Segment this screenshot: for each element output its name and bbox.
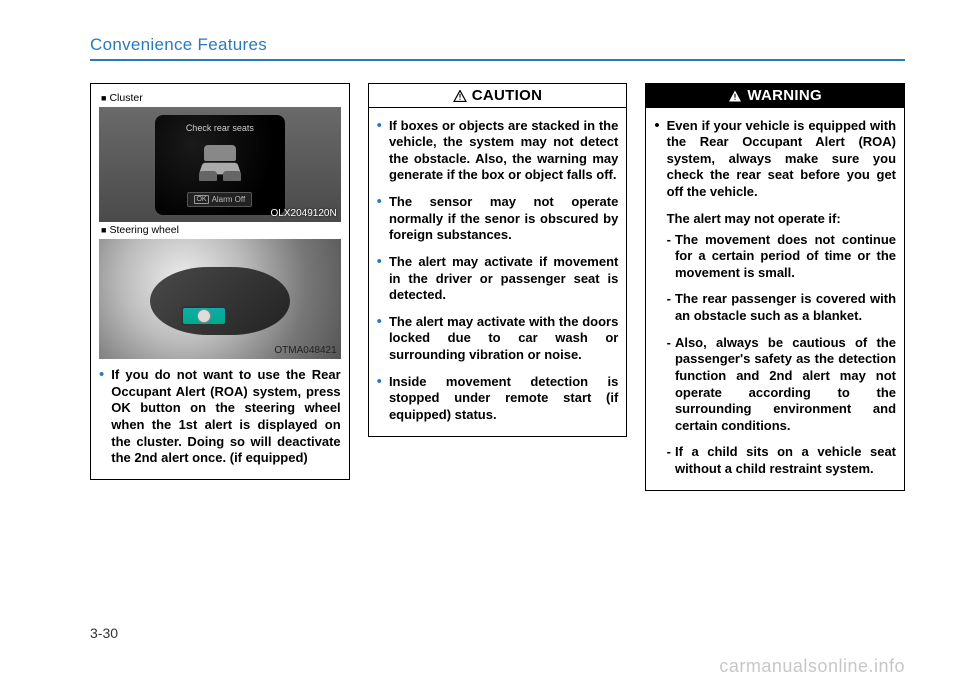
warning-sub-item: Also, always be cautious of the passenge… bbox=[675, 335, 896, 435]
info-box-images: Cluster Check rear seats OK Alarm Off OL… bbox=[90, 83, 350, 480]
info-bullet: • If you do not want to use the Rear Occ… bbox=[99, 367, 341, 467]
label-cluster: Cluster bbox=[101, 92, 341, 104]
ok-button-icon bbox=[197, 309, 211, 323]
rear-seat-icon bbox=[200, 143, 240, 181]
column-left: Cluster Check rear seats OK Alarm Off OL… bbox=[90, 83, 350, 491]
caution-item: The alert may activate with the doors lo… bbox=[389, 314, 618, 364]
warning-title: WARNING bbox=[747, 87, 822, 104]
column-right: WARNING • Even if your vehicle is equipp… bbox=[645, 83, 905, 491]
section-header: Convenience Features bbox=[90, 35, 905, 55]
caution-header-bar: CAUTION bbox=[368, 83, 628, 108]
bullet-dot-icon: • bbox=[377, 314, 382, 364]
dash-icon: - bbox=[667, 232, 671, 282]
page-number: 3-30 bbox=[90, 625, 118, 641]
dash-icon: - bbox=[667, 335, 671, 435]
warning-lead-text: Even if your vehicle is equipped with th… bbox=[667, 118, 896, 201]
header-divider bbox=[90, 59, 905, 61]
info-bullet-text: If you do not want to use the Rear Occup… bbox=[111, 367, 340, 467]
image-code-wheel: OTMA048421 bbox=[274, 345, 336, 356]
caution-item: If boxes or objects are stacked in the v… bbox=[389, 118, 618, 185]
warning-triangle-icon bbox=[728, 90, 742, 102]
column-center: CAUTION •If boxes or objects are stacked… bbox=[368, 83, 628, 491]
wheel-buttons-icon bbox=[181, 306, 227, 326]
watermark-text: carmanualsonline.info bbox=[719, 656, 905, 677]
warning-sub-item: The rear passenger is covered with an ob… bbox=[675, 291, 896, 324]
cluster-message: Check rear seats bbox=[186, 123, 254, 133]
warning-sublead: The alert may not operate if: bbox=[667, 211, 896, 228]
dash-icon: - bbox=[667, 291, 671, 324]
caution-triangle-icon bbox=[453, 90, 467, 102]
bullet-dot-icon: • bbox=[377, 254, 382, 304]
caution-box: •If boxes or objects are stacked in the … bbox=[368, 107, 628, 437]
warning-list: • Even if your vehicle is equipped with … bbox=[654, 118, 896, 478]
manual-page: Convenience Features Cluster Check rear … bbox=[0, 0, 960, 689]
warning-header-bar: WARNING bbox=[645, 83, 905, 108]
alarm-off-label: Alarm Off bbox=[212, 195, 246, 204]
bullet-dot-icon: • bbox=[377, 118, 382, 185]
ok-badge-icon: OK bbox=[194, 195, 208, 204]
warning-box: • Even if your vehicle is equipped with … bbox=[645, 107, 905, 491]
cluster-screen: Check rear seats OK Alarm Off bbox=[155, 115, 285, 215]
caution-item: The sensor may not operate normally if t… bbox=[389, 194, 618, 244]
caution-list: •If boxes or objects are stacked in the … bbox=[377, 118, 619, 424]
image-code-cluster: OLX2049120N bbox=[271, 208, 337, 219]
bullet-dot-icon: • bbox=[377, 194, 382, 244]
bullet-dot-icon: • bbox=[99, 367, 104, 467]
cluster-display-image: Check rear seats OK Alarm Off OLX2049120… bbox=[99, 107, 341, 222]
bullet-dot-icon: • bbox=[377, 374, 382, 424]
alarm-off-button: OK Alarm Off bbox=[187, 192, 252, 207]
bullet-dot-icon: • bbox=[654, 118, 659, 478]
caution-title: CAUTION bbox=[472, 87, 542, 104]
warning-sublist: -The movement does not continue for a ce… bbox=[667, 232, 896, 478]
steering-wheel-image: OTMA048421 bbox=[99, 239, 341, 359]
warning-sub-item: If a child sits on a vehicle seat withou… bbox=[675, 444, 896, 477]
content-columns: Cluster Check rear seats OK Alarm Off OL… bbox=[90, 83, 905, 491]
warning-sub-item: The movement does not continue for a cer… bbox=[675, 232, 896, 282]
caution-item: The alert may activate if movement in th… bbox=[389, 254, 618, 304]
caution-item: Inside movement detection is stopped und… bbox=[389, 374, 618, 424]
warning-lead-wrap: Even if your vehicle is equipped with th… bbox=[667, 118, 896, 478]
label-steering-wheel: Steering wheel bbox=[101, 224, 341, 236]
dash-icon: - bbox=[667, 444, 671, 477]
